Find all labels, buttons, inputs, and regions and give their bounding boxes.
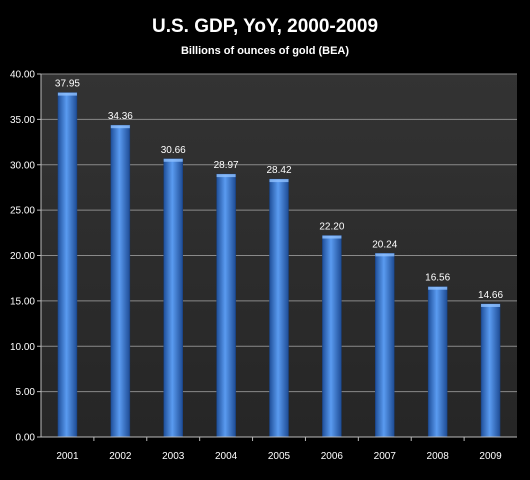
- bar-top-highlight: [216, 174, 236, 178]
- y-tick-label: 15.00: [10, 296, 35, 307]
- bar-top-highlight: [322, 235, 342, 239]
- chart-subtitle: Billions of ounces of gold (BEA): [181, 45, 349, 57]
- data-label-2001: 37.95: [55, 79, 80, 90]
- bar-2005: [269, 178, 289, 438]
- x-tick-label-2004: 2004: [215, 451, 238, 462]
- x-tick-label-2005: 2005: [268, 451, 291, 462]
- bars: [57, 92, 501, 438]
- x-tick-label-2006: 2006: [321, 451, 344, 462]
- data-label-2007: 20.24: [372, 239, 397, 250]
- bar-2001: [57, 92, 78, 438]
- y-tick-label: 25.00: [10, 206, 35, 217]
- bar-2002: [110, 124, 131, 438]
- x-axis: 2001 2002 2003 2004 2005 2006 2007 2008 2009: [41, 436, 517, 462]
- y-axis: 0.00 5.00 10.00 15.00 20.00 25.00 30.00 35.00 40…: [10, 70, 42, 444]
- data-label-2005: 28.42: [266, 165, 291, 176]
- y-tick-label: 0.00: [16, 433, 36, 444]
- y-tick-label: 20.00: [10, 251, 35, 262]
- y-tick-label: 40.00: [10, 70, 35, 81]
- bar-top-highlight: [163, 158, 183, 162]
- data-label-2004: 28.97: [214, 160, 239, 171]
- bar-top-highlight: [57, 92, 77, 96]
- x-tick-label-2002: 2002: [109, 451, 132, 462]
- data-labels: 37.95 34.36 30.66 28.97 28.42 22.20 20.24 16.56…: [55, 79, 504, 301]
- y-tick-label: 5.00: [16, 387, 36, 398]
- data-label-2006: 22.20: [319, 222, 344, 233]
- x-tick-label-2001: 2001: [56, 451, 79, 462]
- bar-top-highlight: [269, 179, 289, 183]
- data-label-2009: 14.66: [478, 290, 503, 301]
- bar-2007: [375, 253, 395, 438]
- y-tick-label: 35.00: [10, 115, 35, 126]
- x-tick-label-2007: 2007: [374, 451, 397, 462]
- x-tick-label-2003: 2003: [162, 451, 185, 462]
- bar-2004: [216, 173, 236, 438]
- x-tick-label-2008: 2008: [427, 451, 450, 462]
- x-tick-label-2009: 2009: [479, 451, 502, 462]
- bar-top-highlight: [481, 303, 501, 307]
- bar-top-highlight: [375, 253, 395, 257]
- bar-top-highlight: [110, 125, 130, 129]
- bar-2003: [163, 158, 183, 438]
- data-label-2002: 34.36: [108, 111, 133, 122]
- data-label-2003: 30.66: [161, 145, 186, 156]
- bar-top-highlight: [428, 286, 448, 290]
- bar-2009: [480, 303, 501, 438]
- chart-title: U.S. GDP, YoY, 2000-2009: [152, 16, 378, 37]
- y-tick-label: 10.00: [10, 342, 35, 353]
- data-label-2008: 16.56: [425, 273, 450, 284]
- y-tick-label: 30.00: [10, 160, 35, 171]
- bar-2006: [322, 235, 342, 438]
- bar-2008: [427, 286, 448, 438]
